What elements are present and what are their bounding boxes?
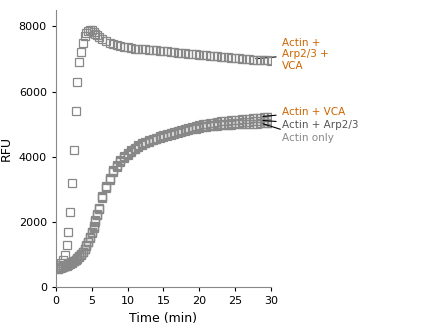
Text: Actin +
Arp2/3 +
VCA: Actin + Arp2/3 + VCA bbox=[256, 38, 329, 71]
Y-axis label: RFU: RFU bbox=[0, 136, 13, 161]
X-axis label: Time (min): Time (min) bbox=[129, 312, 197, 325]
Text: Actin only: Actin only bbox=[263, 124, 334, 143]
Text: Actin + Arp2/3: Actin + Arp2/3 bbox=[263, 120, 358, 130]
Text: Actin + VCA: Actin + VCA bbox=[263, 107, 345, 117]
